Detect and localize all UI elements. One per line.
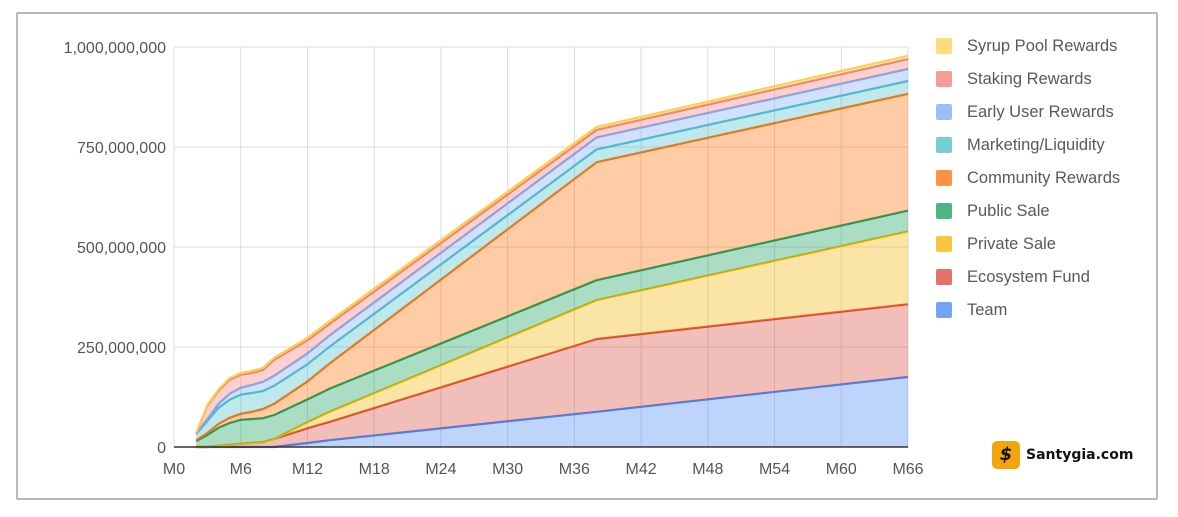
line-syrup-pool-rewards (195, 54, 909, 434)
legend-label: Syrup Pool Rewards (967, 36, 1118, 55)
legend-swatch (936, 302, 952, 318)
legend-swatch (936, 104, 952, 120)
x-tick-label: M18 (359, 461, 390, 478)
x-tick-label: M6 (230, 461, 252, 478)
x-tick-label: M54 (759, 461, 790, 478)
x-tick-label: M60 (826, 461, 857, 478)
x-tick-label: M0 (163, 461, 185, 478)
legend-label: Early User Rewards (967, 102, 1114, 121)
legend-item-ecosystem-fund: Ecosystem Fund (936, 266, 1120, 288)
watermark: $ Santygia.com (992, 441, 1133, 469)
line-private-sale (196, 230, 909, 449)
legend-swatch (936, 170, 952, 186)
y-tick-label: 750,000,000 (77, 140, 166, 157)
y-tick-label: 0 (157, 440, 166, 457)
x-tick-label: M30 (492, 461, 523, 478)
x-tick-label: M42 (626, 461, 657, 478)
legend-item-early-user-rewards: Early User Rewards (936, 101, 1120, 123)
chart-legend: Syrup Pool Rewards Staking Rewards Early U… (936, 35, 1120, 321)
legend-label: Marketing/Liquidity (967, 135, 1105, 154)
legend-label: Team (967, 300, 1008, 319)
legend-item-marketing-liquidity: Marketing/Liquidity (936, 134, 1120, 156)
x-tick-label: M66 (892, 461, 923, 478)
legend-item-staking-rewards: Staking Rewards (936, 68, 1120, 90)
watermark-text: Santygia.com (1026, 447, 1134, 463)
watermark-logo: $ (992, 441, 1020, 469)
legend-swatch (936, 137, 952, 153)
area-team (196, 377, 908, 447)
y-tick-label: 250,000,000 (77, 340, 166, 357)
watermark-logo-glyph: $ (999, 444, 1013, 465)
legend-swatch (936, 236, 952, 252)
y-tick-label: 500,000,000 (77, 240, 166, 257)
line-early-user-rewards (195, 67, 909, 435)
legend-swatch (936, 71, 952, 87)
legend-swatch (936, 203, 952, 219)
area-marketing-liquidity (196, 81, 908, 441)
legend-item-community-rewards: Community Rewards (936, 167, 1120, 189)
x-tick-label: M24 (425, 461, 456, 478)
line-marketing-liquidity (195, 79, 909, 435)
line-public-sale (195, 209, 909, 442)
x-tick-label: M48 (692, 461, 723, 478)
legend-label: Community Rewards (967, 168, 1121, 187)
y-tick-label: 1,000,000,000 (64, 40, 166, 57)
legend-label: Private Sale (967, 234, 1056, 253)
legend-label: Staking Rewards (967, 69, 1092, 88)
legend-item-private-sale: Private Sale (936, 233, 1120, 255)
area-community-rewards (196, 93, 908, 442)
legend-item-syrup-pool-rewards: Syrup Pool Rewards (936, 35, 1120, 57)
x-tick-label: M12 (292, 461, 323, 478)
line-community-rewards (195, 92, 909, 442)
legend-item-public-sale: Public Sale (936, 200, 1120, 222)
area-ecosystem-fund (196, 304, 908, 447)
legend-label: Public Sale (967, 201, 1050, 220)
area-public-sale (196, 210, 908, 447)
legend-swatch (936, 269, 952, 285)
area-private-sale (196, 231, 908, 447)
legend-item-team: Team (936, 299, 1120, 321)
x-tick-label: M36 (559, 461, 590, 478)
legend-swatch (936, 38, 952, 54)
legend-label: Ecosystem Fund (967, 267, 1090, 286)
